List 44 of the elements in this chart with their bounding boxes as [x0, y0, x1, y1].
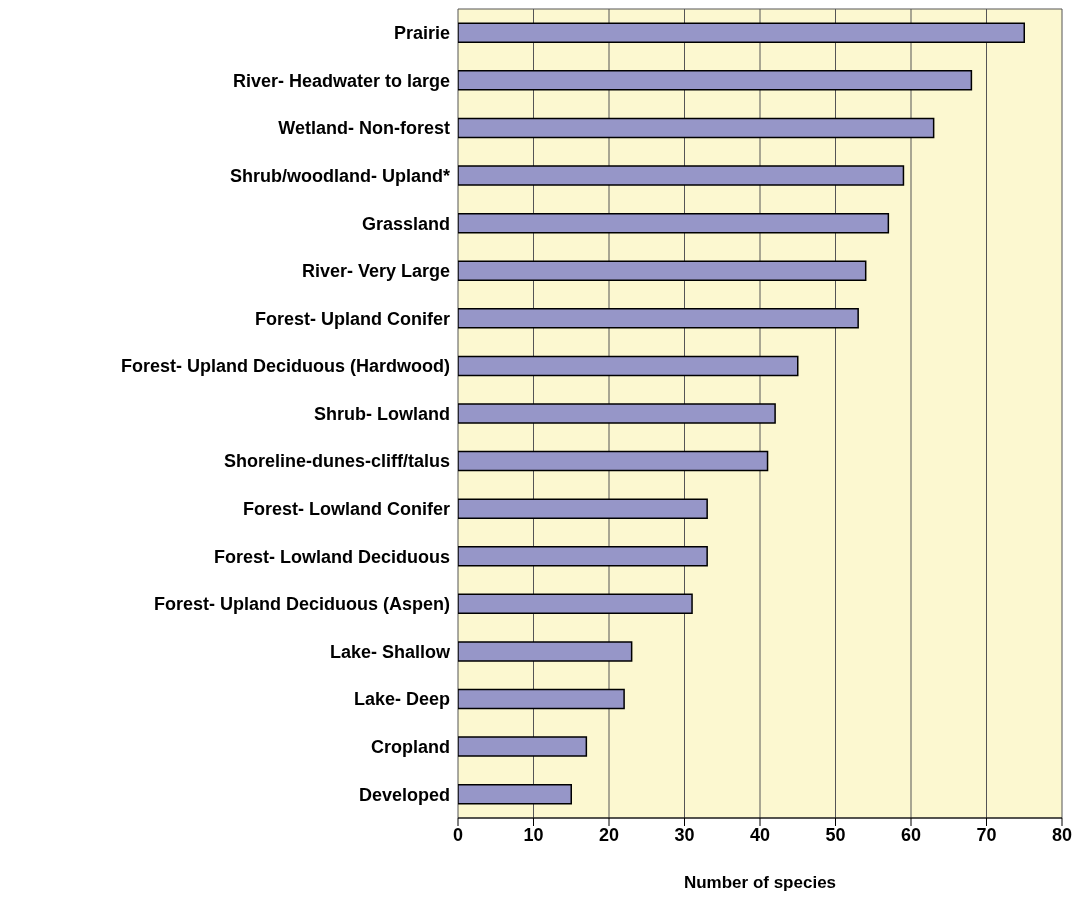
bar	[458, 688, 625, 710]
bar	[458, 355, 799, 377]
x-tick-label: 40	[749, 824, 771, 845]
bar	[458, 783, 572, 805]
y-tick-label: Forest- Upland Conifer	[254, 308, 450, 329]
bar	[458, 212, 890, 234]
y-tick-label: Forest- Upland Deciduous (Aspen)	[153, 594, 451, 615]
y-tick-label: Forest- Upland Deciduous (Hardwood)	[120, 356, 450, 377]
y-tick-label: Shrub/woodland- Upland*	[230, 165, 450, 186]
y-tick-label: Prairie	[393, 23, 450, 44]
bar	[458, 70, 973, 91]
bar	[458, 165, 905, 186]
x-tick-label: 60	[900, 824, 922, 845]
bar	[458, 641, 633, 662]
x-tick-label: 70	[976, 824, 997, 845]
y-tick-label: Lake- Deep	[353, 689, 450, 710]
x-tick-label: 0	[452, 824, 464, 845]
x-axis-title: Number of species	[683, 873, 837, 892]
x-tick-label: 30	[674, 824, 695, 845]
x-tick-label: 50	[825, 824, 846, 845]
bar	[458, 498, 708, 519]
bar	[458, 308, 859, 329]
bar	[458, 546, 708, 567]
y-tick-label: Wetland- Non-forest	[278, 118, 450, 139]
y-tick-label: Grassland	[361, 213, 450, 234]
y-tick-label: Forest- Lowland Deciduous	[213, 546, 450, 567]
bar	[458, 736, 588, 757]
y-tick-label: River- Very Large	[301, 261, 450, 282]
y-tick-label: Shoreline-dunes-cliff/talus	[223, 451, 450, 472]
bar	[458, 117, 935, 139]
y-tick-label: Forest- Lowland Conifer	[243, 499, 450, 520]
bar	[458, 22, 1025, 44]
bar	[458, 593, 693, 615]
y-tick-label: River- Headwater to large	[232, 70, 450, 91]
bar	[458, 403, 776, 424]
x-tick-label: 80	[1051, 824, 1073, 845]
x-tick-label: 10	[523, 824, 544, 845]
bar	[458, 260, 867, 281]
y-tick-label: Developed	[358, 784, 450, 805]
y-tick-label: Lake- Shallow	[329, 641, 451, 662]
x-tick-label: 20	[598, 824, 620, 845]
y-tick-label: Shrub- Lowland	[314, 403, 450, 424]
bar	[458, 450, 769, 472]
y-tick-label: Cropland	[371, 737, 450, 758]
